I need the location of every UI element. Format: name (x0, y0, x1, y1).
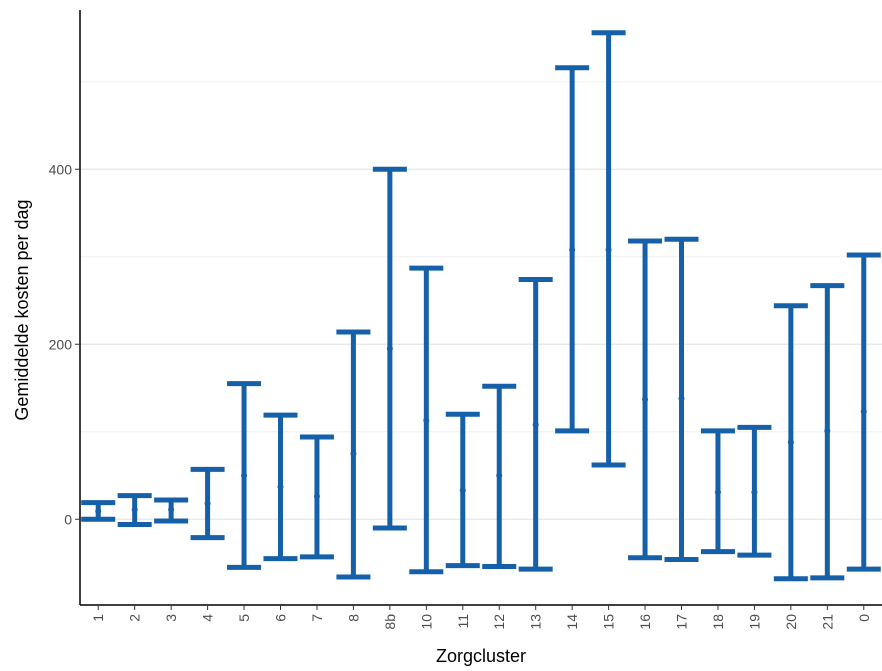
x-tick-label: 19 (746, 614, 762, 630)
mean-point (386, 345, 393, 352)
errorbar-19 (737, 424, 772, 558)
x-tick-label: 14 (564, 614, 580, 630)
errorbar-16 (628, 238, 663, 561)
errorbar-13 (518, 277, 553, 572)
mean-point (168, 506, 175, 513)
errorbar-2 (117, 493, 152, 527)
y-tick-label: 200 (49, 336, 73, 352)
mean-point (642, 396, 649, 403)
errorbar-11 (445, 411, 480, 569)
errorbar-17 (664, 236, 699, 562)
y-tick-label: 0 (64, 511, 72, 527)
errorbar-20 (773, 303, 808, 582)
x-tick-label: 20 (783, 614, 799, 630)
x-tick-label: 1 (90, 614, 106, 622)
mean-point (95, 508, 102, 515)
x-tick-label: 8b (382, 614, 398, 630)
x-axis-title: Zorgcluster (436, 646, 526, 666)
errorbar-3 (154, 497, 189, 524)
x-tick-label: 17 (674, 614, 690, 630)
mean-point (277, 483, 284, 490)
mean-point (459, 487, 466, 494)
x-tick-label: 15 (601, 614, 617, 630)
mean-point (751, 489, 758, 496)
x-tick-label: 6 (273, 614, 289, 622)
errorbar-21 (810, 283, 845, 581)
mean-point (532, 421, 539, 428)
x-tick-label: 4 (200, 614, 216, 622)
mean-point (131, 506, 138, 513)
y-ticks: 0 200 400 (49, 161, 80, 527)
x-ticks: 1 2 3 4 5 6 7 8 8b 10 11 12 13 14 15 16 17 18 19 20 21 0 (90, 605, 872, 630)
gridlines (80, 81, 882, 520)
x-tick-label: 12 (491, 614, 507, 630)
x-tick-label: 13 (528, 614, 544, 630)
mean-point (824, 427, 831, 434)
x-tick-label: 8 (345, 614, 361, 622)
errorbar-18 (700, 428, 735, 555)
mean-point (569, 246, 576, 253)
errorbar-8b (372, 166, 407, 531)
x-tick-label: 7 (309, 614, 325, 622)
x-tick-label: 3 (163, 614, 179, 622)
x-tick-label: 18 (710, 614, 726, 630)
x-tick-label: 21 (819, 614, 835, 630)
errorbar-12 (482, 383, 517, 569)
x-tick-label: 5 (236, 614, 252, 622)
mean-point (605, 246, 612, 253)
mean-point (350, 450, 357, 457)
mean-point (313, 493, 320, 500)
mean-point (714, 489, 721, 496)
errorbar-6 (263, 412, 298, 562)
mean-point (423, 417, 430, 424)
y-tick-label: 400 (49, 161, 73, 177)
errorbar-4 (190, 466, 225, 541)
mean-point (787, 439, 794, 446)
errorbar-7 (299, 434, 334, 560)
mean-point (496, 472, 503, 479)
x-tick-label: 0 (856, 614, 872, 622)
errorbar-5 (227, 381, 262, 570)
mean-point (204, 500, 211, 507)
errorbar-15 (591, 30, 626, 468)
x-tick-label: 10 (418, 614, 434, 630)
errorbar-8 (336, 329, 371, 580)
x-tick-label: 11 (455, 614, 471, 629)
y-axis-title: Gemiddelde kosten per dag (12, 199, 32, 420)
errorbars (81, 30, 881, 582)
x-tick-label: 16 (637, 614, 653, 630)
errorbar-10 (409, 265, 444, 575)
mean-point (241, 472, 248, 479)
x-tick-label: 2 (127, 614, 143, 622)
mean-point (678, 395, 685, 402)
mean-point (860, 408, 867, 415)
errorbar-1 (81, 500, 116, 522)
errorbar-0 (846, 252, 881, 572)
errorbar-14 (555, 65, 590, 434)
